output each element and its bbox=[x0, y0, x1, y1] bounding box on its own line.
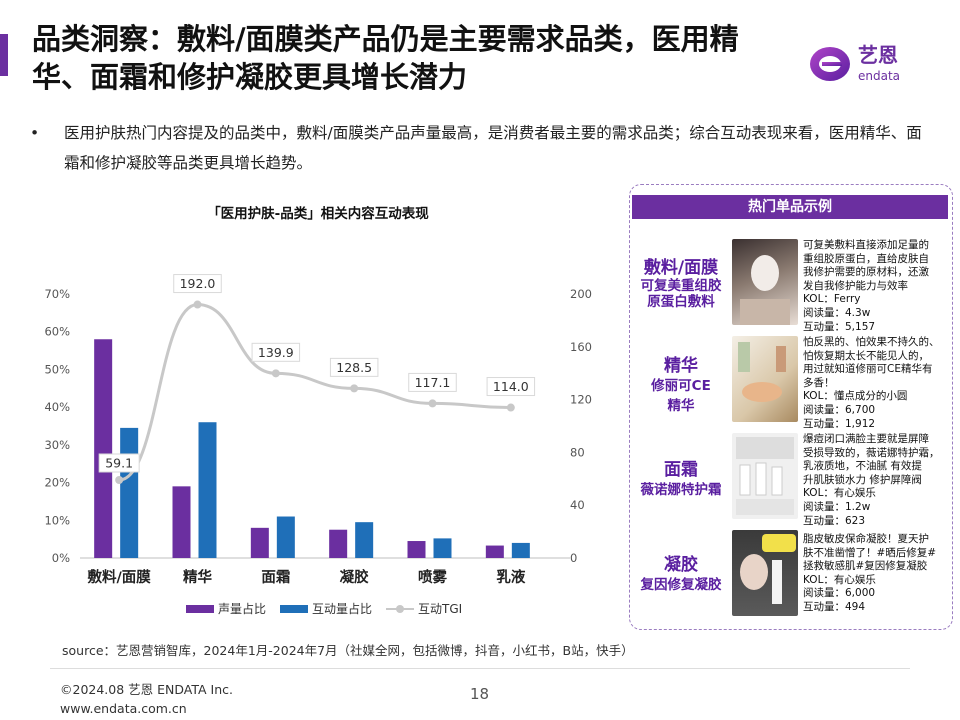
logo-sub: endata bbox=[858, 69, 900, 83]
y-left-tick-label: 0% bbox=[52, 551, 70, 565]
x-tick-label: 敷料/面膜 bbox=[88, 568, 152, 586]
y-right-tick-label: 120 bbox=[570, 393, 592, 407]
tgi-label-box bbox=[98, 453, 140, 473]
hot-products-panel bbox=[629, 184, 953, 630]
y-right-tick-label: 160 bbox=[570, 340, 592, 354]
bar-interaction bbox=[276, 516, 295, 558]
legend-item-volume: 声量占比 bbox=[186, 600, 266, 617]
bar-volume bbox=[407, 541, 426, 558]
tgi-label-box bbox=[173, 274, 222, 294]
source-note: source：艺恩营销智库，2024年1月-2024年7月（社媒全网，包括微博，… bbox=[62, 643, 634, 658]
y-left-tick-label: 20% bbox=[44, 476, 70, 490]
y-right-tick-label: 40 bbox=[570, 498, 585, 512]
bar-interaction bbox=[433, 538, 452, 558]
legend-item-interaction: 互动量占比 bbox=[280, 600, 372, 617]
tgi-label-box bbox=[408, 372, 457, 392]
x-tick-label: 精华 bbox=[183, 568, 212, 586]
website-link[interactable]: www.endata.com.cn bbox=[60, 701, 187, 716]
tgi-point bbox=[115, 475, 124, 484]
bullet-text: 医用护肤热门内容提及的品类中，敷料/面膜类产品声量最高，是消费者最主要的需求品类… bbox=[64, 124, 922, 172]
bar-volume bbox=[94, 339, 113, 558]
product-desc-1: 怕反黑的、怕效果不持久的、 怕恢复期太长不能见人的， 用过就知道修丽可CE精华有 多香… bbox=[803, 336, 940, 430]
bullet-marker: • bbox=[30, 124, 40, 142]
y-right-tick-label: 200 bbox=[570, 287, 592, 301]
x-tick-label: 喷雾 bbox=[418, 569, 447, 586]
tgi-point bbox=[193, 300, 202, 309]
tgi-data-label: 117.1 bbox=[415, 375, 451, 390]
y-left-tick-label: 50% bbox=[44, 362, 70, 376]
y-left-tick-label: 60% bbox=[44, 325, 70, 339]
logo-name: 艺恩 bbox=[858, 43, 898, 67]
title-accent-bar bbox=[0, 34, 8, 76]
legend-item-tgi: 互动TGI bbox=[386, 600, 462, 617]
chart-legend: 声量占比 互动量占比 互动TGI bbox=[186, 600, 462, 617]
x-tick-label: 凝胶 bbox=[340, 568, 369, 586]
product-desc-0: 可复美敷料直接添加足量的 重组胶原蛋白，直给皮肤自 我修护需要的原材料，还激 发自我修… bbox=[803, 239, 929, 333]
panel-header: 热门单品示例 bbox=[632, 195, 948, 219]
product-name-1: 精华 修丽可CE精华 bbox=[651, 356, 711, 414]
footer-divider bbox=[50, 668, 910, 669]
bar-interaction bbox=[120, 427, 139, 558]
page-number: 18 bbox=[470, 685, 490, 703]
y-right-tick-label: 0 bbox=[570, 551, 577, 565]
copyright: ©2024.08 艺恩 ENDATA Inc. bbox=[60, 682, 234, 697]
tgi-label-box bbox=[486, 377, 536, 397]
bar-interaction bbox=[198, 422, 217, 558]
product-thumb-0 bbox=[732, 239, 798, 325]
tgi-label-box bbox=[329, 357, 379, 377]
tgi-data-label: 128.5 bbox=[336, 360, 372, 375]
chart-title: 「医用护肤-品类」相关内容互动表现 bbox=[207, 206, 429, 222]
bar-interaction bbox=[355, 522, 374, 558]
y-left-tick-label: 70% bbox=[44, 287, 70, 301]
tgi-point bbox=[506, 403, 515, 412]
tgi-point bbox=[428, 399, 437, 408]
bar-interaction bbox=[511, 542, 530, 558]
y-left-tick-label: 10% bbox=[44, 513, 70, 527]
bar-volume bbox=[250, 527, 269, 558]
product-name-3: 凝胶 复因修复凝胶 bbox=[640, 555, 722, 593]
tgi-line bbox=[118, 303, 511, 482]
page-title: 品类洞察：敷料/面膜类产品仍是主要需求品类，医用精华、面霜和修护凝胶更具增长潜力 bbox=[32, 22, 739, 94]
x-tick-label: 乳液 bbox=[496, 568, 525, 586]
bar-volume bbox=[485, 545, 504, 558]
bar-volume bbox=[329, 529, 348, 558]
y-left-tick-label: 30% bbox=[44, 438, 70, 452]
bar-volume bbox=[172, 486, 191, 558]
product-desc-2: 爆痘闭口满脸主要就是屏障 受损导致的，薇诺娜特护霜， 乳液质地，不油腻 有效提 升肌肤… bbox=[803, 433, 940, 527]
tgi-point bbox=[350, 384, 359, 393]
tgi-data-label: 139.9 bbox=[258, 345, 294, 360]
category-chart: 0% 10% 20% 30% 40% 50% 60% 70% 0 40 80 120 160 200 敷料/… bbox=[44, 274, 592, 586]
tgi-data-label: 114.0 bbox=[493, 379, 529, 394]
product-thumb-3 bbox=[732, 530, 798, 616]
y-left-tick-label: 40% bbox=[44, 400, 70, 414]
product-desc-3: 脂皮敏皮保命凝胶！夏天护 肤不准凿憎了！#晒后修复# 拯救敏感肌#复因修复凝胶 KOL… bbox=[803, 533, 937, 613]
product-name-0: 敷料/面膜 可复美重组胶原蛋白敷料 bbox=[640, 258, 722, 310]
tgi-label-box bbox=[251, 342, 301, 362]
product-thumb-1 bbox=[732, 336, 798, 422]
y-right-tick-label: 80 bbox=[570, 445, 585, 459]
tgi-data-label: 59.1 bbox=[105, 455, 133, 470]
tgi-point bbox=[271, 369, 280, 378]
product-thumb-2 bbox=[732, 433, 798, 519]
product-name-2: 面霜 薇诺娜特护霜 bbox=[640, 460, 722, 498]
x-tick-label: 面霜 bbox=[261, 568, 290, 586]
endata-logo: 艺恩 endata bbox=[808, 40, 938, 90]
tgi-data-label: 192.0 bbox=[180, 276, 216, 291]
